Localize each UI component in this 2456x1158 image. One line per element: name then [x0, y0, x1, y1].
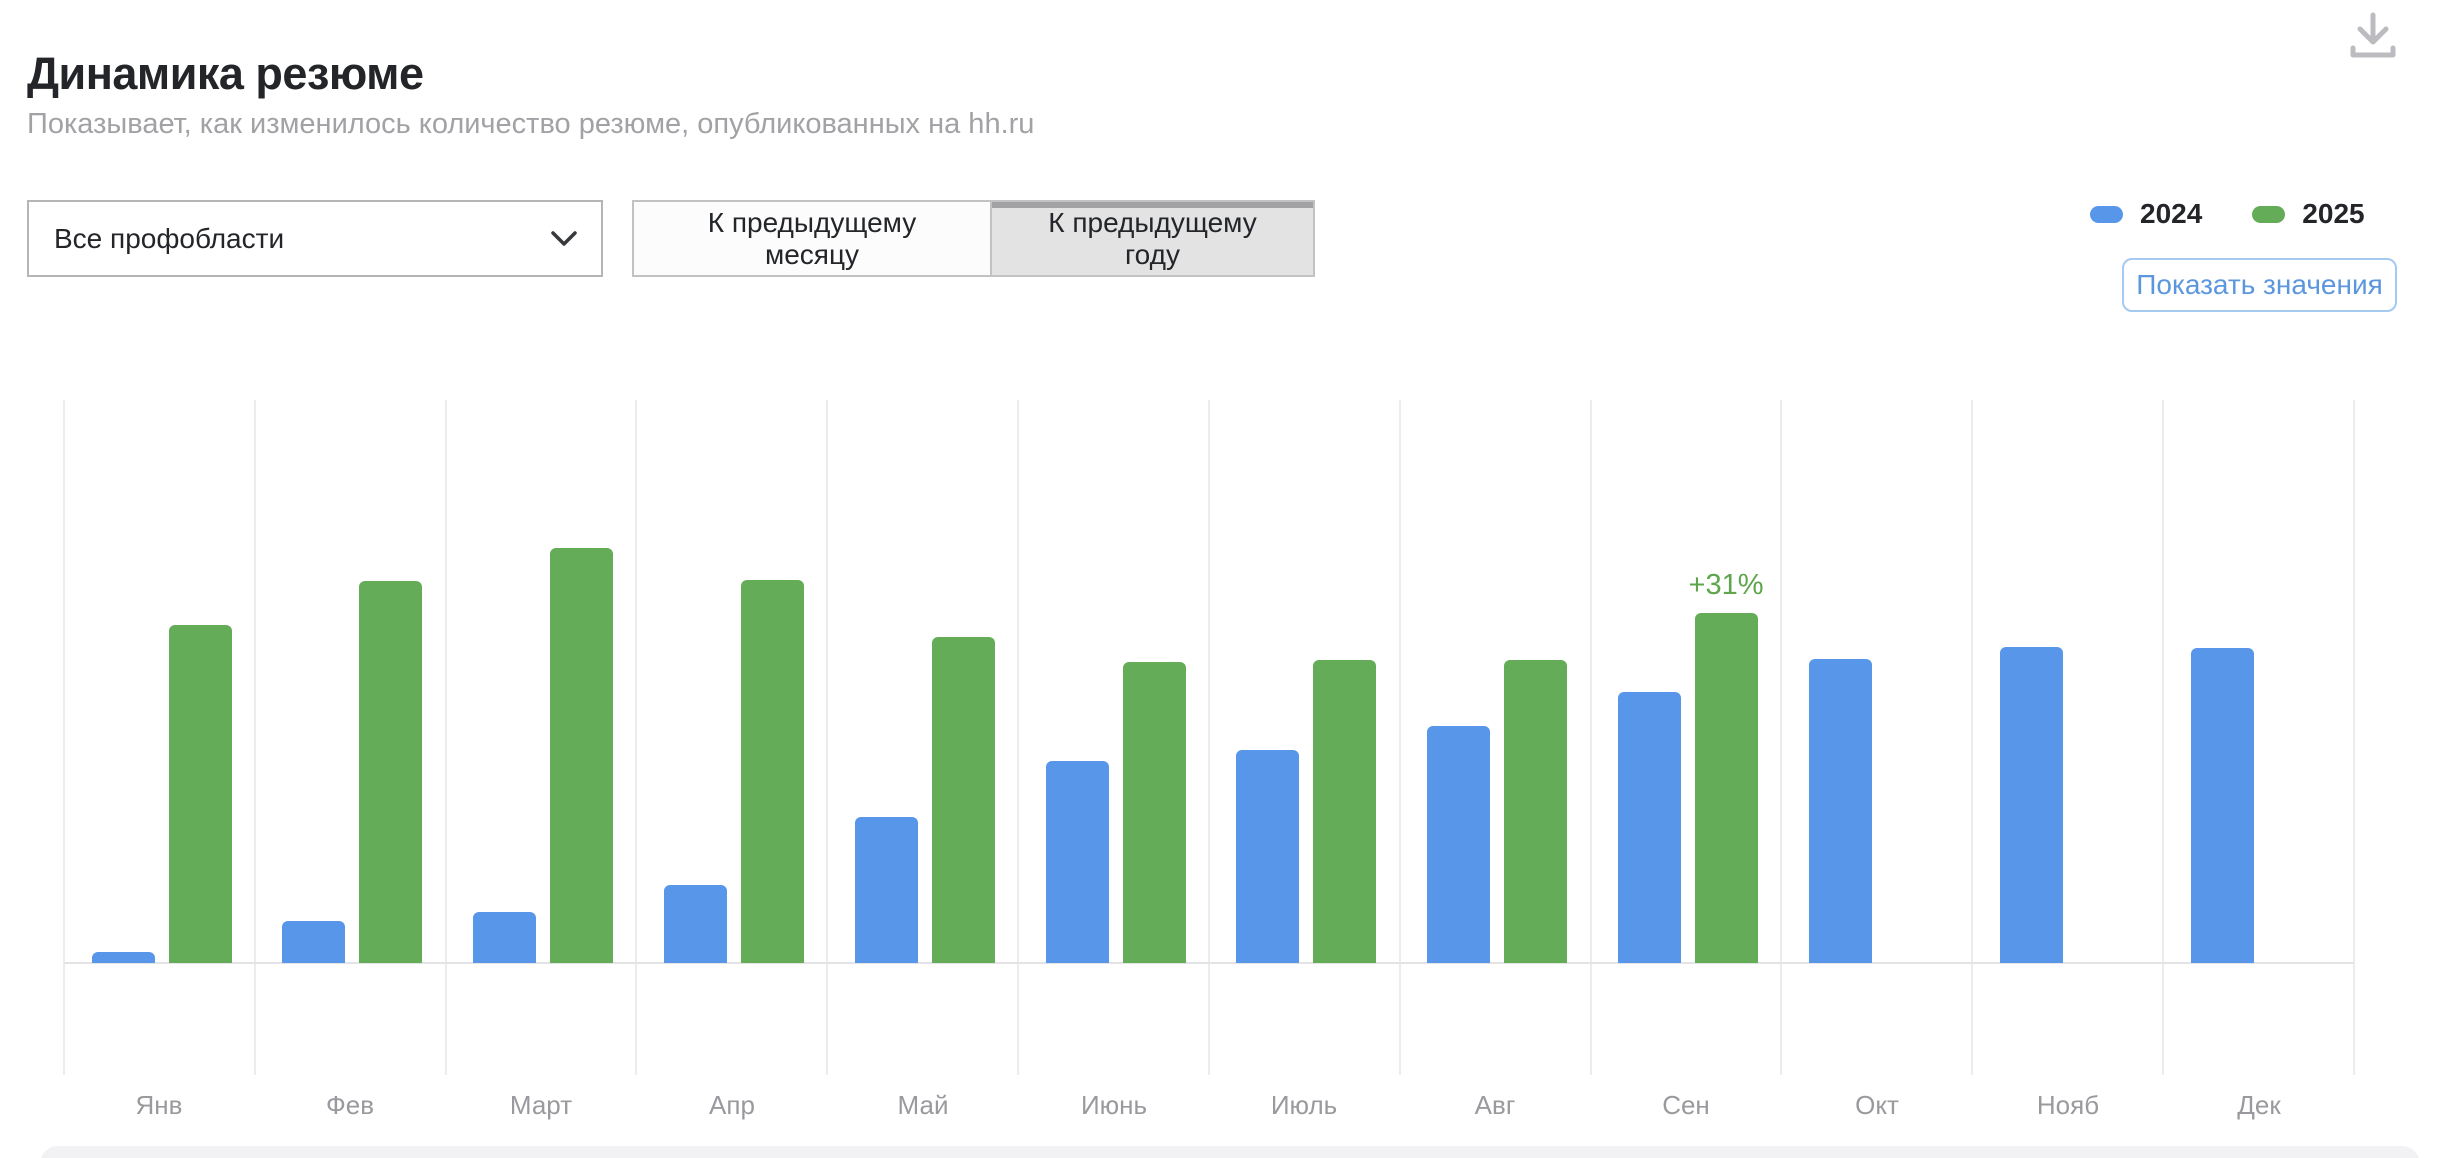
comparison-toggle-group: К предыдущему месяцу К предыдущему году [632, 200, 1315, 277]
month-label-Авг: Авг [1474, 1090, 1516, 1120]
vertical-gridline [1971, 400, 1973, 1075]
bar-2024-Сен[interactable] [1618, 692, 1681, 963]
bar-2025-Июль[interactable] [1313, 660, 1376, 963]
legend-swatch-2025 [2252, 205, 2286, 223]
profession-filter-value: Все профобласти [54, 222, 285, 254]
vertical-gridline [826, 400, 828, 1075]
vertical-gridline [635, 400, 637, 1075]
page-title: Динамика резюме [27, 48, 424, 100]
legend-label-2025: 2025 [2302, 198, 2365, 229]
bar-chart: +31% Янв Фев Март Апр Май Июнь Июль Авг Сен Окт Но… [0, 400, 2456, 1158]
bar-2025-Март[interactable] [550, 548, 613, 963]
download-button[interactable] [2344, 8, 2402, 70]
month-label-Нояб: Нояб [2036, 1090, 2100, 1120]
month-label-Фев: Фев [325, 1090, 375, 1120]
plot-area: +31% [63, 400, 2355, 1075]
toggle-previous-year[interactable]: К предыдущему году [992, 202, 1313, 275]
show-values-button[interactable]: Показать значения [2122, 258, 2397, 312]
month-label-Май: Май [897, 1090, 949, 1120]
zero-baseline [64, 962, 2354, 964]
month-label-Март: Март [509, 1090, 573, 1120]
profession-filter-dropdown[interactable]: Все профобласти [27, 200, 603, 277]
vertical-gridline [254, 400, 256, 1075]
bar-2024-Март[interactable] [473, 912, 536, 963]
chevron-down-icon [551, 230, 577, 247]
vertical-gridline [1017, 400, 1019, 1075]
bar-2024-Фев[interactable] [282, 921, 345, 963]
bottom-divider [40, 1146, 2420, 1158]
bar-2025-Июнь[interactable] [1123, 662, 1186, 963]
chart-legend: 2024 2025 [2090, 198, 2365, 230]
bar-2025-Апр[interactable] [741, 580, 804, 963]
bar-2024-Нояб[interactable] [2000, 647, 2063, 963]
vertical-gridline [445, 400, 447, 1075]
download-icon [2348, 12, 2398, 68]
toggle-previous-month[interactable]: К предыдущему месяцу [634, 202, 992, 275]
page-subtitle: Показывает, как изменилось количество ре… [27, 108, 1035, 140]
legend-swatch-2024 [2090, 205, 2123, 223]
bar-2024-Окт[interactable] [1809, 659, 1872, 963]
bar-2024-Май[interactable] [855, 817, 918, 963]
month-label-Окт: Окт [1855, 1090, 1899, 1120]
bar-2024-Июнь[interactable] [1046, 761, 1109, 963]
month-label-Июнь: Июнь [1080, 1090, 1148, 1120]
legend-item-2025[interactable]: 2025 [2252, 198, 2365, 230]
bar-2025-Авг[interactable] [1504, 660, 1567, 963]
bar-2024-Дек[interactable] [2191, 648, 2254, 963]
month-label-Сен: Сен [1662, 1090, 1710, 1120]
bar-2024-Авг[interactable] [1427, 726, 1490, 963]
bar-2025-Сен[interactable] [1695, 613, 1758, 963]
month-label-Дек: Дек [2237, 1090, 2281, 1120]
vertical-gridline [1780, 400, 1782, 1075]
vertical-gridline [63, 400, 65, 1075]
vertical-gridline [2353, 400, 2355, 1075]
bar-2025-Май[interactable] [932, 637, 995, 963]
bar-2024-Июль[interactable] [1236, 750, 1299, 963]
bar-value-annotation: +31% [1688, 569, 1764, 601]
legend-item-2024[interactable]: 2024 [2090, 198, 2202, 230]
month-label-Июль: Июль [1270, 1090, 1338, 1120]
bar-2025-Фев[interactable] [359, 581, 422, 963]
vertical-gridline [2162, 400, 2164, 1075]
toggle-previous-year-label: К предыдущему году [1048, 206, 1257, 270]
bar-2025-Янв[interactable] [169, 625, 232, 963]
month-label-Янв: Янв [135, 1090, 183, 1120]
toggle-selected-indicator [992, 202, 1313, 208]
month-label-Апр: Апр [709, 1090, 755, 1120]
vertical-gridline [1208, 400, 1210, 1075]
vertical-gridline [1399, 400, 1401, 1075]
vertical-gridline [1590, 400, 1592, 1075]
bar-2024-Янв[interactable] [92, 952, 155, 963]
legend-label-2024: 2024 [2140, 198, 2203, 229]
bar-2024-Апр[interactable] [664, 885, 727, 963]
